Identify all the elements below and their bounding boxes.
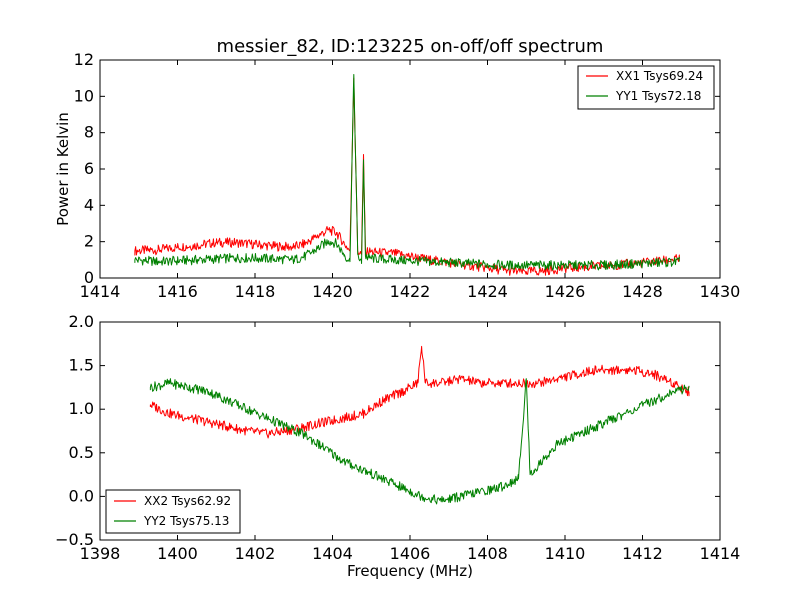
legend-entry-yy2: YY2 Tsys75.13 [143,514,229,528]
y-tick-label: 0 [84,268,94,287]
series-line-xx2-tsys62-92 [149,345,690,439]
legend-entry-yy1: YY1 Tsys72.18 [615,89,701,103]
y-tick-label: 6 [84,159,94,178]
y-axis-label: Power in Kelvin [54,112,72,226]
x-tick-label: 1412 [622,544,663,563]
ticks-layer: 1398 1400 1402 1404 1406 1408 1410 1412 1414 −0.5… [55,312,740,563]
chart-title: messier_82, ID:123225 on-off/off spectru… [217,36,604,57]
y-tick-label: 2 [84,232,94,251]
y-tick-label: −0.5 [55,530,94,549]
top-chart: messier_82, ID:123225 on-off/off spectru… [54,36,740,301]
x-tick-label: 1404 [312,544,353,563]
x-tick-label: 1426 [545,282,586,301]
x-tick-label: 1400 [157,544,198,563]
bottom-chart: Frequency (MHz) 1398 1400 1402 1404 1406 1408… [55,312,740,580]
x-tick-label: 1422 [390,282,431,301]
legend-entry-xx2: XX2 Tsys62.92 [144,494,231,508]
x-tick-label: 1430 [700,282,741,301]
x-tick-label: 1398 [80,544,121,563]
x-tick-label: 1406 [390,544,431,563]
legend-entry-xx1: XX1 Tsys69.24 [616,69,703,83]
x-axis-label: Frequency (MHz) [347,562,473,580]
x-tick-label: 1424 [467,282,508,301]
x-tick-label: 1420 [312,282,353,301]
x-tick-label: 1408 [467,544,508,563]
x-tick-label: 1416 [157,282,198,301]
x-tick-label: 1428 [622,282,663,301]
ticks-layer: 1414 1416 1418 1420 1422 1424 1426 1428 1430 0 2 4 6… [74,50,741,301]
y-tick-label: 2.0 [69,312,94,331]
x-tick-label: 1414 [80,282,121,301]
series-line-yy1-tsys72-18 [134,74,680,271]
x-tick-label: 1418 [235,282,276,301]
y-tick-label: 4 [84,195,94,214]
y-tick-label: 1.5 [69,356,94,375]
legend-box [577,65,715,110]
x-tick-label: 1402 [235,544,276,563]
y-tick-label: 12 [74,50,94,69]
y-tick-label: 10 [74,86,94,105]
legend-box [105,489,241,534]
series-layer [149,345,690,505]
legend: XX2 Tsys62.92 YY2 Tsys75.13 [105,489,241,534]
y-tick-label: 1.0 [69,399,94,418]
series-layer [134,74,680,276]
legend: XX1 Tsys69.24 YY1 Tsys72.18 [577,65,715,110]
y-tick-label: 0.0 [69,486,94,505]
x-tick-label: 1410 [545,544,586,563]
y-tick-label: 8 [84,123,94,142]
x-tick-label: 1414 [700,544,741,563]
series-line-yy2-tsys75-13 [149,378,690,505]
y-tick-label: 0.5 [69,443,94,462]
